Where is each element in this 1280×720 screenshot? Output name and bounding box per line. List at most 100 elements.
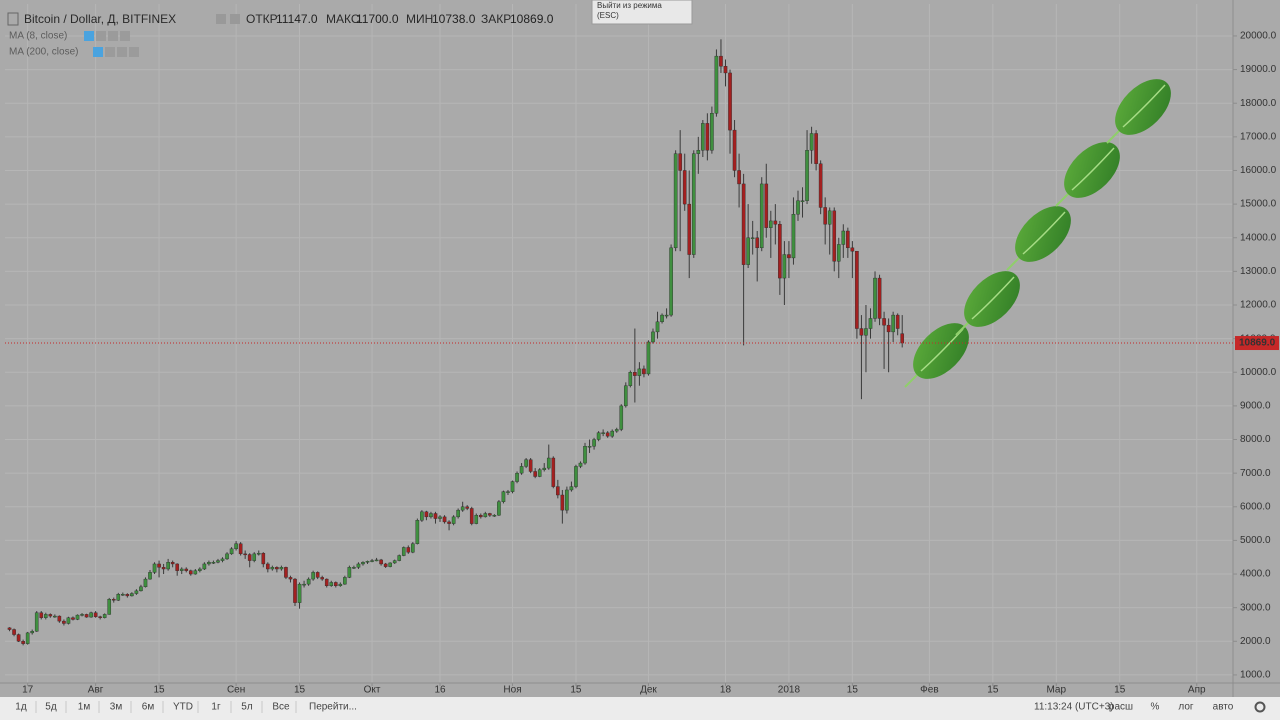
timeframe-button[interactable]: 1д <box>15 702 27 713</box>
x-tick-label: 15 <box>570 685 582 696</box>
menu-icon[interactable] <box>7 12 19 26</box>
candle-body <box>687 203 692 255</box>
candle-body <box>551 457 556 487</box>
timeframe-button[interactable]: Все <box>272 702 290 713</box>
ohlc-label: МИН <box>406 12 433 26</box>
toolbar-bg <box>0 697 1280 720</box>
candle-body <box>778 224 782 279</box>
candle-body <box>320 577 324 580</box>
last-price-tag <box>1235 336 1279 351</box>
candle-body <box>284 567 288 578</box>
header: Bitcoin / Dollar, Д, BITFINEX Выйти из р… <box>7 0 693 58</box>
candle-body <box>270 567 275 570</box>
timeframe-button[interactable]: 3м <box>110 702 123 713</box>
candle-body <box>642 368 646 375</box>
candle-body <box>669 247 673 316</box>
candle-body <box>646 341 651 375</box>
candle-body <box>256 552 261 555</box>
timeframe-button[interactable]: YTD <box>173 702 193 713</box>
candle-body <box>53 615 57 618</box>
candle-body <box>628 372 633 386</box>
ohlc-value: 11700.0 <box>356 12 399 26</box>
candle-body <box>836 244 841 262</box>
candle-body <box>121 594 125 596</box>
y-tick-label: 20000.0 <box>1240 31 1277 42</box>
timeframe-button[interactable]: 6м <box>142 702 155 713</box>
indicator-button[interactable] <box>129 47 139 57</box>
candle-body <box>868 318 873 329</box>
candle-body <box>365 561 370 563</box>
goto-button[interactable]: Перейти... <box>309 702 357 713</box>
candle-body <box>601 432 605 434</box>
indicator-button[interactable] <box>117 47 127 57</box>
candle-body <box>297 583 302 603</box>
candles <box>7 39 905 646</box>
icon[interactable] <box>216 14 226 24</box>
candle-body <box>429 513 433 518</box>
candle-body <box>25 632 30 644</box>
y-tick-label: 12000.0 <box>1240 300 1277 311</box>
indicator-eye[interactable] <box>84 31 94 41</box>
candle-body <box>488 513 492 516</box>
candle-body <box>673 153 678 249</box>
candle-body <box>478 514 483 518</box>
scale-button[interactable]: авто <box>1213 702 1234 713</box>
candle-body <box>696 150 701 154</box>
candle-body <box>900 333 905 344</box>
candle-body <box>107 599 112 615</box>
indicator-label: MA (200, close) <box>9 47 78 58</box>
candle-body <box>188 570 193 575</box>
candle-body <box>782 254 787 279</box>
candle-body <box>882 318 886 326</box>
y-tick-label: 8000.0 <box>1240 434 1271 445</box>
scale-button[interactable]: расш <box>1109 702 1133 713</box>
candle-body <box>111 599 116 601</box>
indicator-button[interactable] <box>105 47 115 57</box>
candle-body <box>80 614 84 616</box>
indicator-eye[interactable] <box>93 47 103 57</box>
candle-body <box>755 237 760 249</box>
scale-button[interactable]: % <box>1151 702 1160 713</box>
candle-body <box>465 506 469 509</box>
candle-body <box>506 491 510 493</box>
candle-body <box>383 563 388 567</box>
y-tick-label: 7000.0 <box>1240 468 1271 479</box>
settings-button[interactable] <box>1254 701 1266 713</box>
candle-body <box>202 563 207 570</box>
icon[interactable] <box>230 14 240 24</box>
candle-body <box>279 567 284 570</box>
candle-body <box>356 563 361 568</box>
x-tick-label: 18 <box>720 685 732 696</box>
candle-body <box>510 481 515 492</box>
candle-body <box>737 170 741 185</box>
x-tick-label: Авг <box>88 685 104 696</box>
candle-body <box>57 615 62 622</box>
candle-body <box>338 583 343 587</box>
x-tick-label: 2018 <box>778 685 801 696</box>
indicator-button[interactable] <box>108 31 118 41</box>
x-tick-label: Мар <box>1046 685 1066 696</box>
timeframe-button[interactable]: 5д <box>45 702 57 713</box>
candle-body <box>238 543 243 555</box>
x-tick-label: Сен <box>227 685 245 696</box>
candle-body <box>805 150 809 201</box>
y-tick-label: 15000.0 <box>1240 199 1277 210</box>
candle-body <box>746 237 750 265</box>
candle-body <box>456 509 460 518</box>
candle-body <box>343 577 347 585</box>
y-tick-label: 16000.0 <box>1240 165 1277 176</box>
candle-body <box>324 578 329 587</box>
candle-body <box>71 617 75 620</box>
candle-body <box>560 494 565 511</box>
timeframe-button[interactable]: 1м <box>78 702 91 713</box>
indicator-button[interactable] <box>96 31 106 41</box>
scale-button[interactable]: лог <box>1178 702 1194 713</box>
timeframe-button[interactable]: 5л <box>241 702 253 713</box>
timeframe-button[interactable]: 1г <box>211 702 221 713</box>
candle-body <box>302 583 306 586</box>
x-tick-label: 15 <box>987 685 999 696</box>
candle-body <box>442 516 447 523</box>
candle-body <box>93 612 98 617</box>
indicator-button[interactable] <box>120 31 130 41</box>
candle-body <box>447 521 451 524</box>
